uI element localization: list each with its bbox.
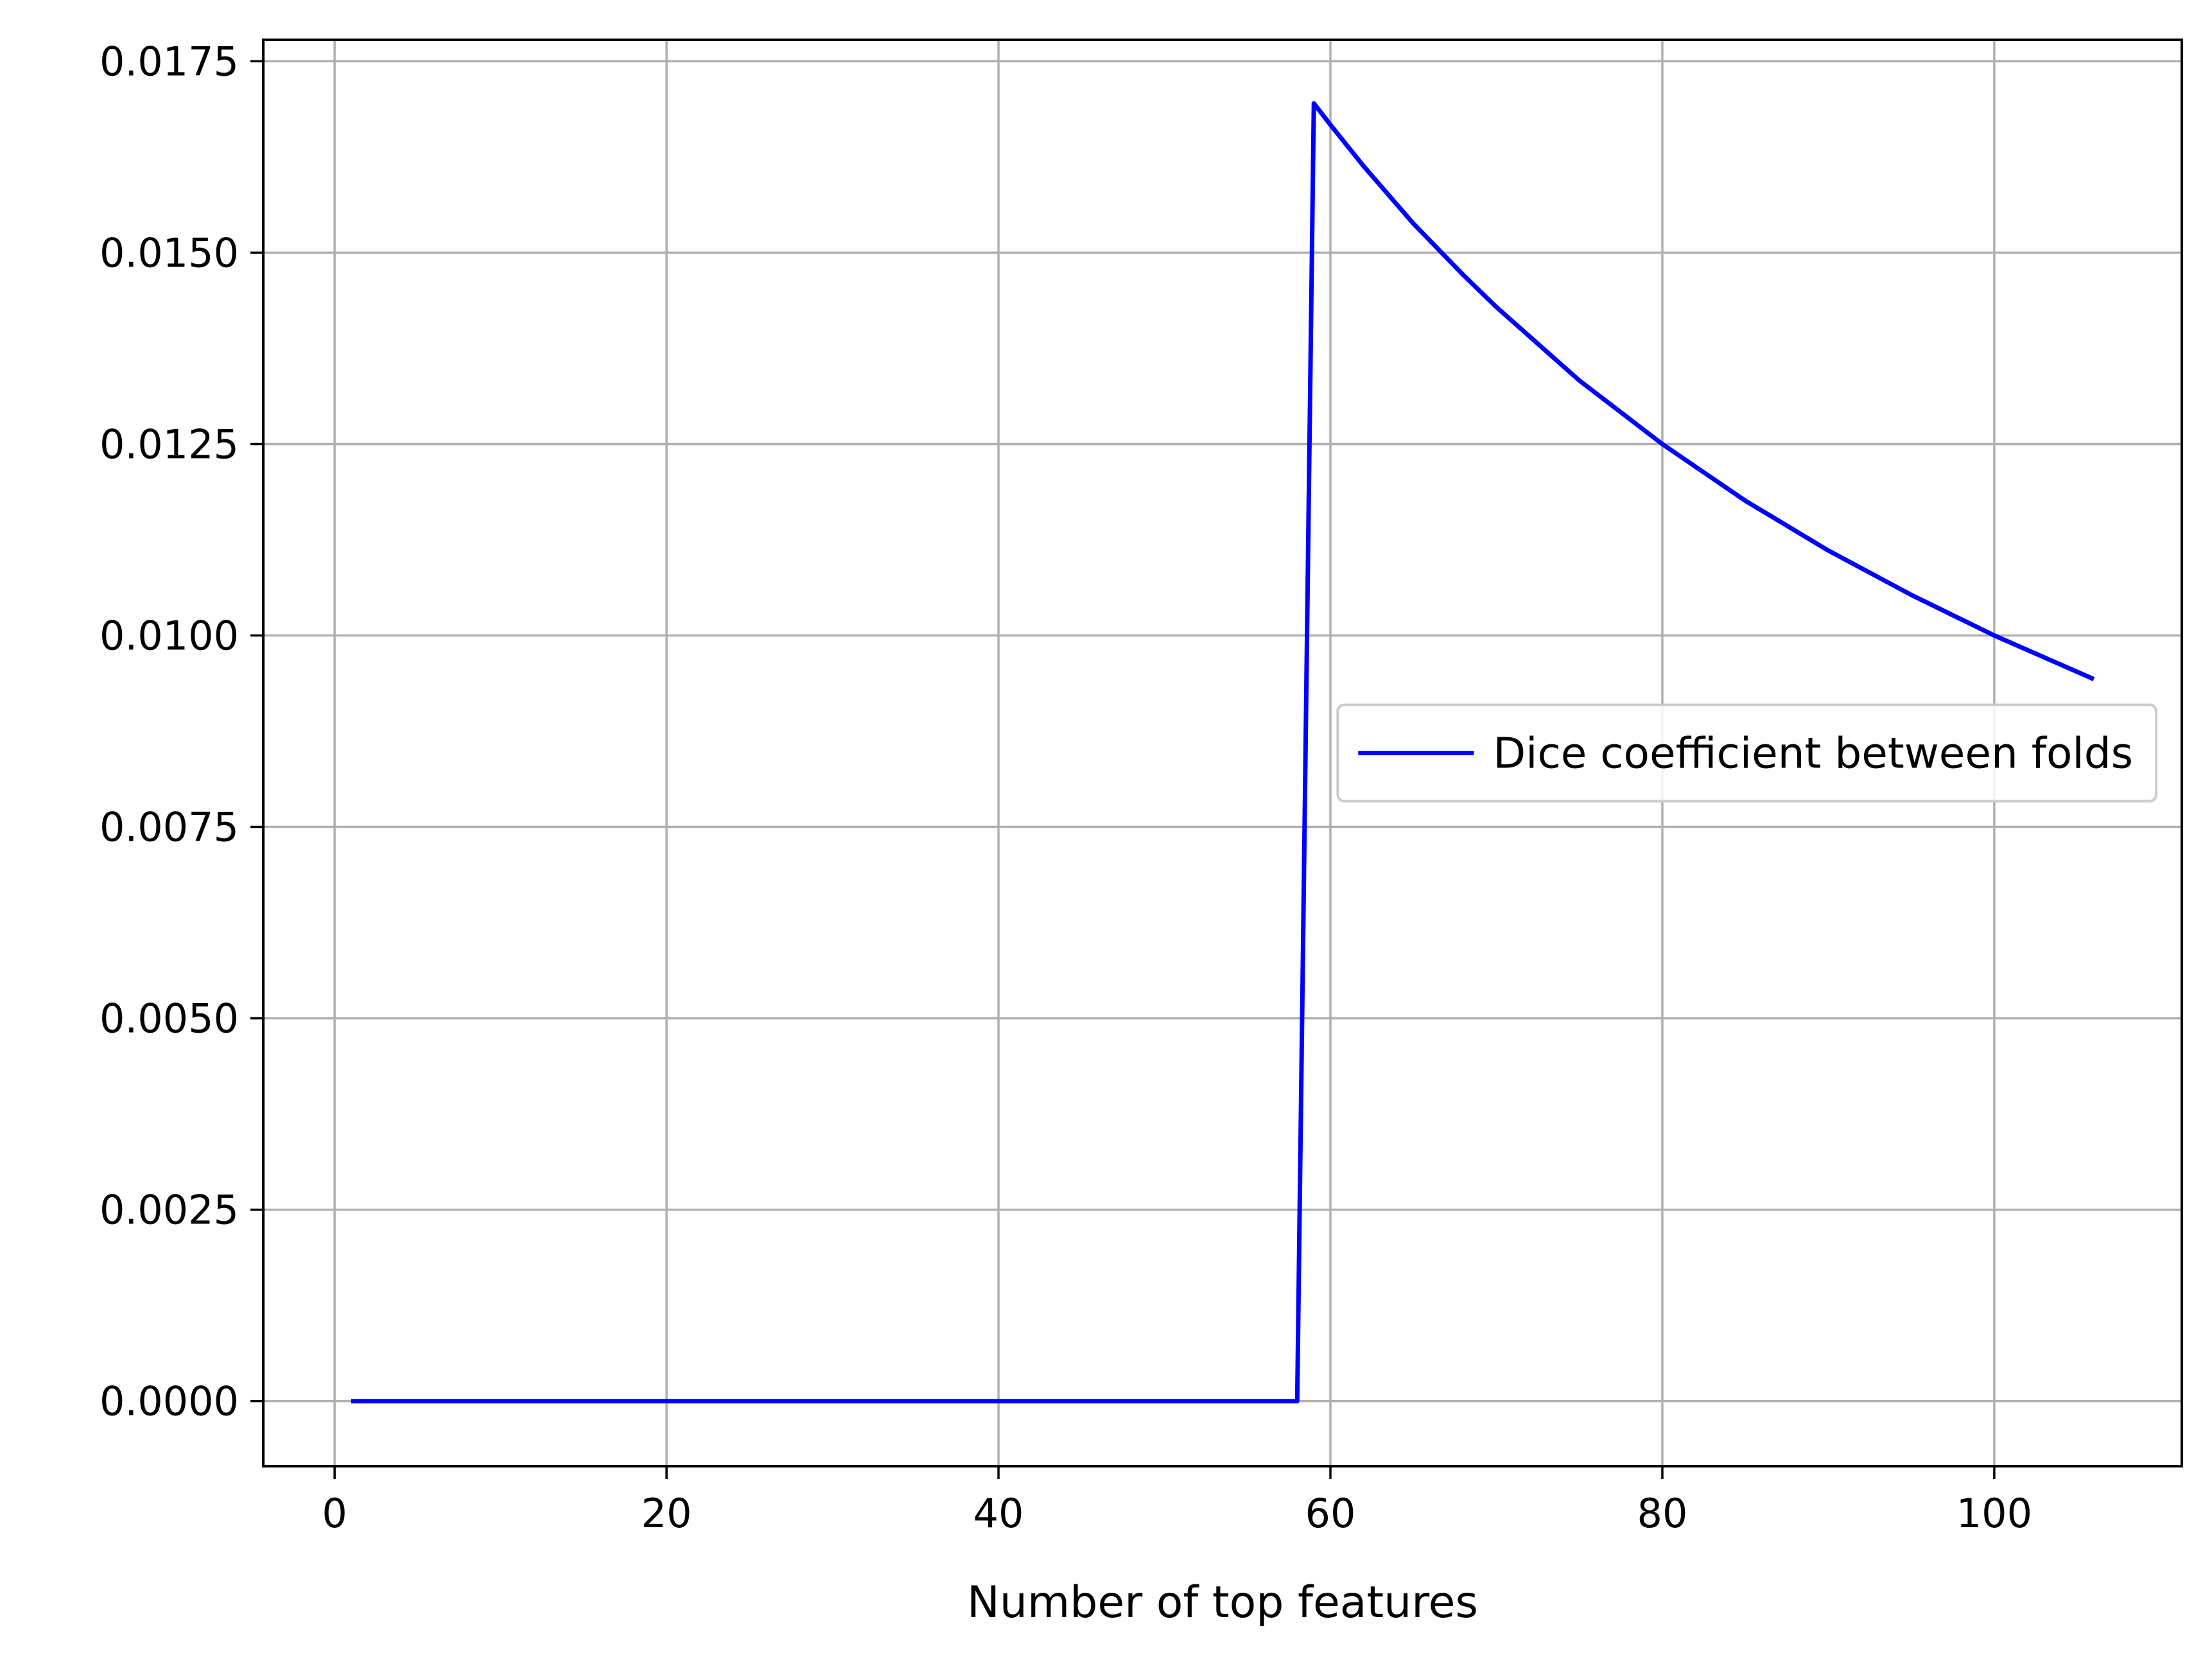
y-tick-label: 0.0000 bbox=[100, 1378, 239, 1425]
x-axis-label: Number of top features bbox=[967, 1577, 1478, 1628]
tick-labels: 0 20 40 60 80 100 0.0000 0.0025 0.0050 0.0075 0.01… bbox=[100, 38, 2032, 1537]
y-tick-label: 0.0075 bbox=[100, 804, 239, 851]
legend: Dice coefficient between folds bbox=[1336, 703, 2157, 803]
plot-frame bbox=[262, 39, 2183, 1467]
x-tick-label: 0 bbox=[322, 1490, 347, 1537]
y-tick-label: 0.0125 bbox=[100, 421, 239, 468]
x-tick-label: 20 bbox=[641, 1490, 692, 1537]
legend-label: Dice coefficient between folds bbox=[1493, 729, 2133, 778]
y-tick-label: 0.0150 bbox=[100, 229, 239, 276]
series-line bbox=[351, 101, 2095, 1404]
y-tick-label: 0.0100 bbox=[100, 613, 239, 660]
y-tick-label: 0.0050 bbox=[100, 995, 239, 1042]
series-layer bbox=[351, 101, 2095, 1404]
x-tick-label: 100 bbox=[1956, 1490, 2032, 1537]
ticks bbox=[250, 60, 1996, 1479]
x-tick-label: 60 bbox=[1305, 1490, 1356, 1537]
y-tick-label: 0.0175 bbox=[100, 38, 239, 85]
legend-box bbox=[1336, 703, 2157, 803]
y-tick-label: 0.0025 bbox=[100, 1187, 239, 1234]
x-tick-label: 40 bbox=[973, 1490, 1024, 1537]
x-tick-label: 80 bbox=[1637, 1490, 1688, 1537]
